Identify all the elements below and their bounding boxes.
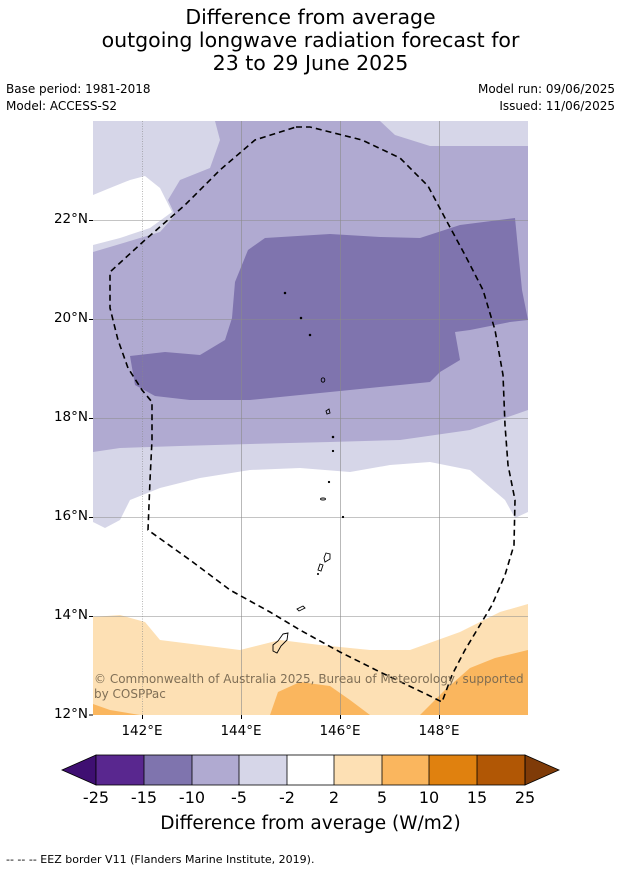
colorbar-cell-9: [477, 755, 525, 785]
issued-date: Issued: 11/06/2025: [499, 99, 615, 113]
chart-title: Difference from average outgoing longwav…: [0, 6, 621, 75]
meta-right: Model run: 09/06/2025 Issued: 11/06/2025: [478, 81, 615, 115]
colorbar-extend-low: [61, 754, 97, 786]
island-anatahan: [320, 497, 326, 501]
colorbar-tick-neg5: -5: [231, 788, 247, 807]
colorbar-cell-2: [144, 755, 192, 785]
meta-left: Base period: 1981-2018 Model: ACCESS-S2: [6, 81, 151, 115]
colorbar-cell-7: [382, 755, 429, 785]
colorbar-cell-5: [287, 755, 334, 785]
colorbar-cell-8: [429, 755, 477, 785]
lat-label-20n: 20°N: [53, 310, 88, 326]
lat-label-16n: 16°N: [53, 508, 88, 524]
island-aguijan: [316, 572, 320, 576]
island-alamagan: [331, 435, 335, 439]
island-sarigan: [327, 480, 331, 484]
contour-pos-5-10: [93, 650, 528, 715]
island-rota: [296, 605, 306, 612]
lon-label-146e: 146°E: [319, 723, 361, 739]
island-tinian: [317, 563, 324, 572]
island-asuncion: [308, 333, 312, 337]
model-name: Model: ACCESS-S2: [6, 99, 118, 113]
colorbar-tick-5: 5: [376, 788, 388, 807]
island-agrihan: [320, 377, 326, 383]
lat-label-18n: 18°N: [53, 409, 88, 425]
colorbar-tick-neg10: -10: [178, 788, 206, 807]
base-period: Base period: 1981-2018: [6, 82, 151, 96]
island-guguan: [331, 449, 335, 453]
contour-white-notch: [93, 176, 172, 245]
colorbar-tick-15: 15: [466, 788, 488, 807]
lon-label-144e: 144°E: [220, 723, 262, 739]
title-line-1: Difference from average: [185, 5, 436, 29]
lon-label-148e: 148°E: [418, 723, 460, 739]
colorbar-cell-1: [96, 755, 144, 785]
island-maug: [299, 316, 303, 320]
model-run: Model run: 09/06/2025: [477, 82, 615, 96]
island-guam: [272, 632, 289, 654]
colorbar-label: Difference from average (W/m2): [160, 813, 461, 834]
lat-label-12n: 12°N: [53, 706, 88, 722]
colorbar-tick-neg15: -15: [130, 788, 158, 807]
lat-label-22n: 22°N: [53, 211, 88, 227]
colorbar-tick-neg2: -2: [279, 788, 295, 807]
colorbar-cell-3: [192, 755, 239, 785]
contour-pos-2-5: [93, 604, 528, 715]
colorbar-tick-neg25: -25: [82, 788, 110, 807]
colorbar-extend-high: [524, 754, 560, 786]
colorbar-tick-10: 10: [418, 788, 440, 807]
colorbar-cell-6: [334, 755, 382, 785]
contour-neg-10-15: [130, 218, 528, 400]
lat-label-14n: 14°N: [53, 607, 88, 623]
island-farallon-de-medinilla: [341, 515, 345, 519]
islands: [272, 291, 345, 654]
title-line-3: 23 to 29 June 2025: [212, 51, 409, 75]
gridlines: [93, 121, 528, 715]
eez-footnote: -- -- -- EEZ border V11 (Flanders Marine…: [6, 853, 315, 866]
copyright-notice: © Commonwealth of Australia 2025, Bureau…: [94, 672, 524, 701]
island-pagan: [325, 408, 331, 415]
island-saipan: [323, 552, 331, 563]
island-farallon-de-pajaros: [283, 291, 287, 295]
title-line-2: outgoing longwave radiation forecast for: [101, 28, 520, 52]
colorbar-tick-2: 2: [328, 788, 340, 807]
lon-label-142e: 142°E: [121, 723, 163, 739]
axis-ticks: [89, 220, 440, 719]
eez-border: [109, 126, 516, 704]
colorbar-tick-25: 25: [514, 788, 536, 807]
colorbar-cell-4: [239, 755, 287, 785]
